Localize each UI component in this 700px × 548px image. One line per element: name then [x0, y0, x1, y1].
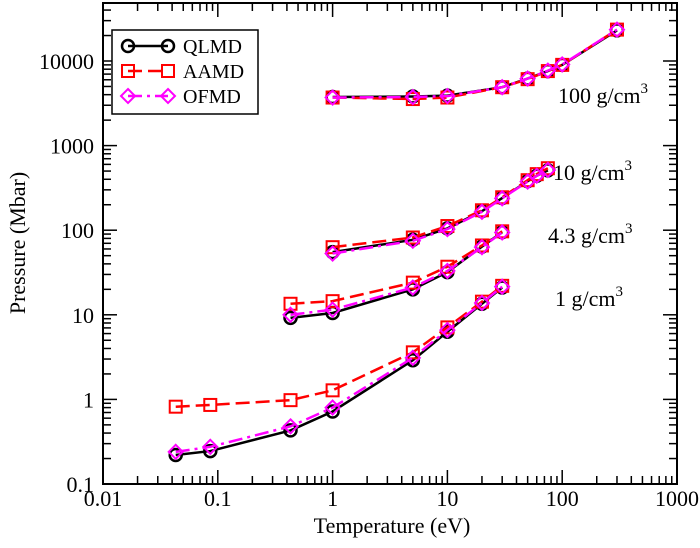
- data-point-ofmd: [528, 167, 546, 185]
- data-point-aamd: [283, 296, 298, 311]
- series-line-qlmd: [332, 169, 549, 254]
- data-point-aamd: [203, 397, 218, 412]
- legend-marker-aamd: [161, 64, 175, 78]
- data-point-ofmd: [519, 70, 537, 87]
- data-point-ofmd: [324, 245, 342, 262]
- data-point-ofmd: [539, 62, 557, 80]
- density-annotation: 10 g/cm3: [553, 158, 632, 185]
- data-point-aamd: [405, 275, 420, 290]
- legend-marker-ofmd: [119, 87, 137, 105]
- data-point-aamd: [168, 399, 183, 414]
- density-annotation: 1 g/cm3: [555, 284, 623, 311]
- x-tick-label: 0.01: [84, 486, 123, 511]
- legend-marker-aamd: [121, 64, 135, 78]
- y-axis-label: Pressure (Mbar): [5, 172, 30, 314]
- x-tick-label: 10: [436, 486, 458, 511]
- series-line-ofmd: [332, 168, 549, 255]
- legend: QLMD AAMD OFMD: [111, 29, 259, 115]
- data-point-ofmd: [282, 417, 299, 435]
- legend-label-ofmd: OFMD: [183, 86, 241, 108]
- data-point-qlmd: [203, 443, 218, 459]
- data-point-ofmd: [404, 349, 422, 367]
- density-annotation: 4.3 g/cm3: [548, 221, 633, 248]
- data-point-ofmd: [282, 306, 299, 324]
- data-point-ofmd: [493, 278, 511, 296]
- legend-marker-qlmd: [120, 38, 136, 54]
- x-tick-label: 0.1: [204, 486, 232, 511]
- data-point-ofmd: [438, 87, 456, 105]
- x-tick-label: 1000: [655, 486, 699, 511]
- data-point-ofmd: [608, 21, 626, 39]
- y-tick-label: 10000: [39, 49, 94, 74]
- data-point-ofmd: [324, 399, 342, 417]
- x-tick-label: 100: [546, 486, 579, 511]
- series-line-aamd: [332, 167, 549, 249]
- data-point-qlmd: [283, 310, 298, 326]
- legend-marker-qlmd: [160, 38, 176, 54]
- legend-label-qlmd: QLMD: [183, 36, 242, 58]
- data-point-ofmd: [473, 294, 491, 312]
- y-tick-label: 0.1: [67, 472, 95, 497]
- y-tick-label: 1: [83, 387, 94, 412]
- series-line-qlmd: [290, 231, 503, 320]
- data-point-aamd: [440, 320, 455, 335]
- x-axis-label: Temperature (eV): [314, 513, 471, 538]
- data-point-ofmd: [201, 438, 219, 456]
- data-point-ofmd: [553, 56, 571, 73]
- data-point-aamd: [283, 393, 298, 408]
- data-point-ofmd: [438, 321, 456, 339]
- data-point-aamd: [440, 219, 455, 234]
- data-point-ofmd: [438, 262, 456, 280]
- y-tick-label: 1000: [50, 134, 94, 159]
- legend-label-aamd: AAMD: [183, 61, 244, 83]
- data-point-ofmd: [493, 189, 511, 207]
- data-point-aamd: [325, 294, 340, 309]
- data-point-qlmd: [168, 447, 183, 463]
- density-annotation: 100 g/cm3: [558, 81, 648, 108]
- data-point-ofmd: [404, 88, 422, 106]
- x-tick-label: 1: [327, 486, 338, 511]
- data-point-ofmd: [473, 238, 491, 256]
- data-point-aamd: [405, 345, 420, 360]
- data-point-aamd: [325, 383, 340, 398]
- data-point-ofmd: [438, 220, 456, 238]
- data-point-ofmd: [324, 301, 342, 319]
- data-point-qlmd: [283, 423, 298, 438]
- data-point-ofmd: [324, 89, 342, 106]
- y-tick-label: 100: [61, 218, 94, 243]
- series-line-ofmd: [175, 285, 503, 454]
- y-tick-label: 10: [72, 303, 94, 328]
- data-point-ofmd: [404, 232, 422, 250]
- data-point-ofmd: [473, 203, 491, 221]
- legend-marker-ofmd: [159, 87, 177, 105]
- data-point-ofmd: [493, 78, 511, 96]
- data-point-ofmd: [539, 161, 557, 179]
- data-point-ofmd: [404, 279, 422, 296]
- data-point-ofmd: [493, 224, 511, 241]
- data-point-ofmd: [167, 443, 185, 461]
